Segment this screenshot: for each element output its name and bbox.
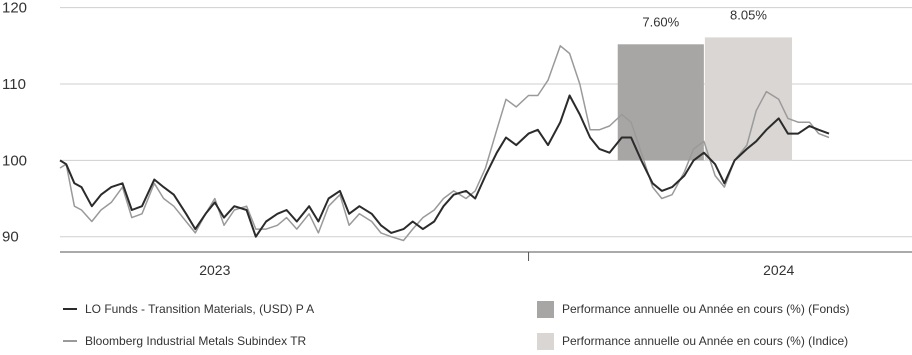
legend-item-index: Bloomberg Industrial Metals Subindex TR [63, 333, 306, 349]
legend-item-fund: LO Funds - Transition Materials, (USD) P… [63, 301, 314, 317]
legend-item-index-performance: Performance annuelle ou Année en cours (… [537, 332, 849, 350]
labels: 90 100 110 120 7.60% 8.05% 2023 2024 [2, 0, 794, 278]
series-line-fund [59, 94, 830, 238]
axes [60, 251, 912, 261]
y-tick-label-110: 110 [2, 76, 26, 93]
legend-swatch-index [63, 340, 77, 342]
legend-item-fund-performance: Performance annuelle ou Année en cours (… [537, 300, 850, 318]
series-line-index [59, 45, 830, 242]
y-tick-label-120: 120 [2, 0, 27, 17]
legend-label-fund: LO Funds - Transition Materials, (USD) P… [85, 302, 315, 316]
legend-swatch-index-performance [537, 332, 554, 350]
y-tick-label-90: 90 [2, 229, 19, 246]
performance-bar-label-fund: 7.60% [642, 14, 679, 29]
legend-label-index: Bloomberg Industrial Metals Subindex TR [85, 334, 307, 348]
legend-swatch-fund-performance [537, 300, 554, 318]
year-label-2023: 2023 [199, 262, 230, 278]
legend-label-index-performance: Performance annuelle ou Année en cours (… [562, 334, 849, 348]
series-lines [59, 45, 830, 242]
year-label-2024: 2024 [763, 262, 794, 278]
legend-swatch-fund [63, 308, 77, 310]
performance-bar-label-index: 8.05% [730, 7, 767, 22]
y-tick-label-100: 100 [2, 152, 27, 169]
legend-label-fund-performance: Performance annuelle ou Année en cours (… [562, 302, 850, 316]
